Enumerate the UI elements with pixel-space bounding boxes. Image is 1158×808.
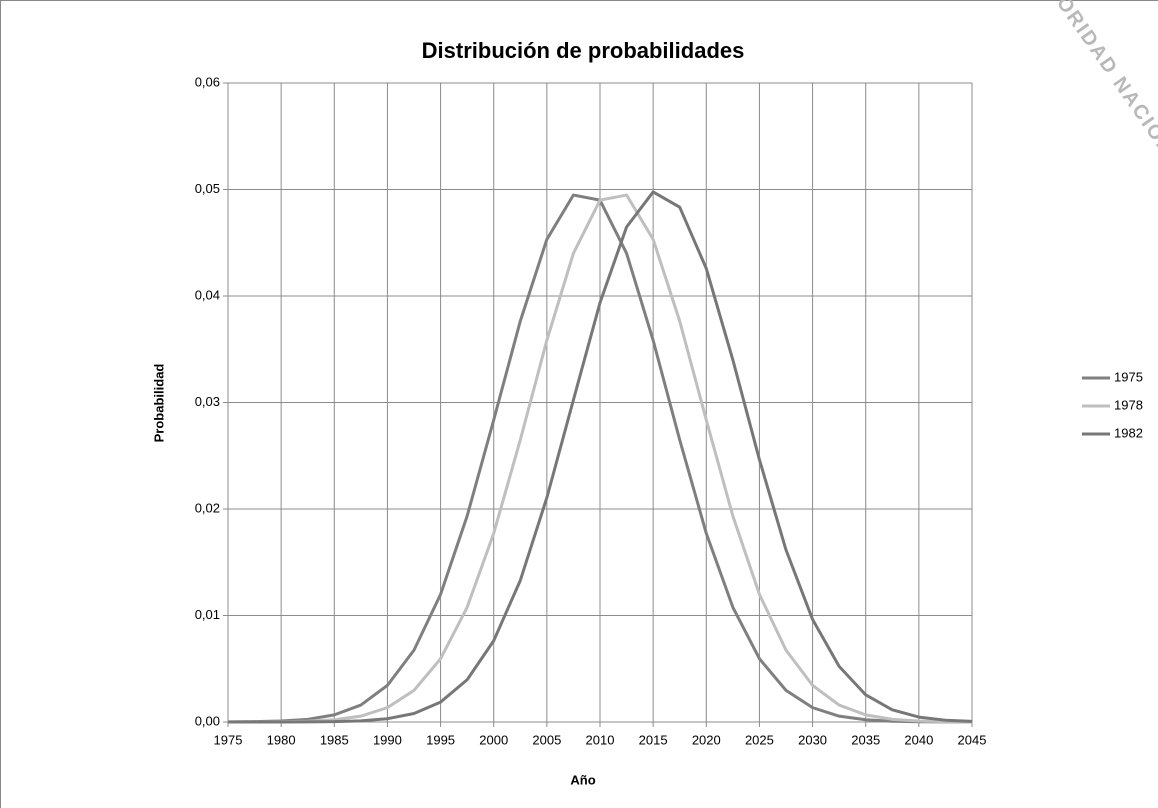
series-line bbox=[228, 190, 973, 724]
x-tick-label: 1985 bbox=[320, 732, 349, 747]
chart-title: Distribución de probabilidades bbox=[422, 38, 745, 63]
legend-label: 1982 bbox=[1114, 425, 1143, 440]
x-tick-label: 2035 bbox=[851, 732, 880, 747]
legend-label: 1978 bbox=[1114, 397, 1143, 412]
y-tick-label: 0,05 bbox=[195, 181, 220, 196]
x-tick-label: 2030 bbox=[798, 732, 827, 747]
x-tick-label: 1990 bbox=[373, 732, 402, 747]
y-tick-label: 0,03 bbox=[195, 394, 220, 409]
x-tick-label: 2015 bbox=[639, 732, 668, 747]
x-tick-label: 1995 bbox=[426, 732, 455, 747]
y-tick-label: 0,02 bbox=[195, 500, 220, 515]
x-tick-label: 1975 bbox=[214, 732, 243, 747]
x-tick-label: 2040 bbox=[904, 732, 933, 747]
y-axis-label: Probabilidad bbox=[151, 364, 166, 443]
x-tick-label: 2020 bbox=[692, 732, 721, 747]
x-tick-label: 2025 bbox=[745, 732, 774, 747]
y-tick-label: 0,06 bbox=[195, 74, 220, 89]
series-line bbox=[227, 193, 973, 724]
x-tick-label: 2010 bbox=[586, 732, 615, 747]
y-tick-label: 0,04 bbox=[195, 287, 220, 302]
y-tick-label: 0,00 bbox=[195, 713, 220, 728]
x-tick-label: 1980 bbox=[267, 732, 296, 747]
x-axis-label: Año bbox=[570, 772, 595, 787]
x-tick-label: 2045 bbox=[958, 732, 987, 747]
x-tick-label: 2000 bbox=[479, 732, 508, 747]
legend-label: 1975 bbox=[1114, 369, 1143, 384]
x-tick-label: 2005 bbox=[532, 732, 561, 747]
y-tick-label: 0,01 bbox=[195, 607, 220, 622]
